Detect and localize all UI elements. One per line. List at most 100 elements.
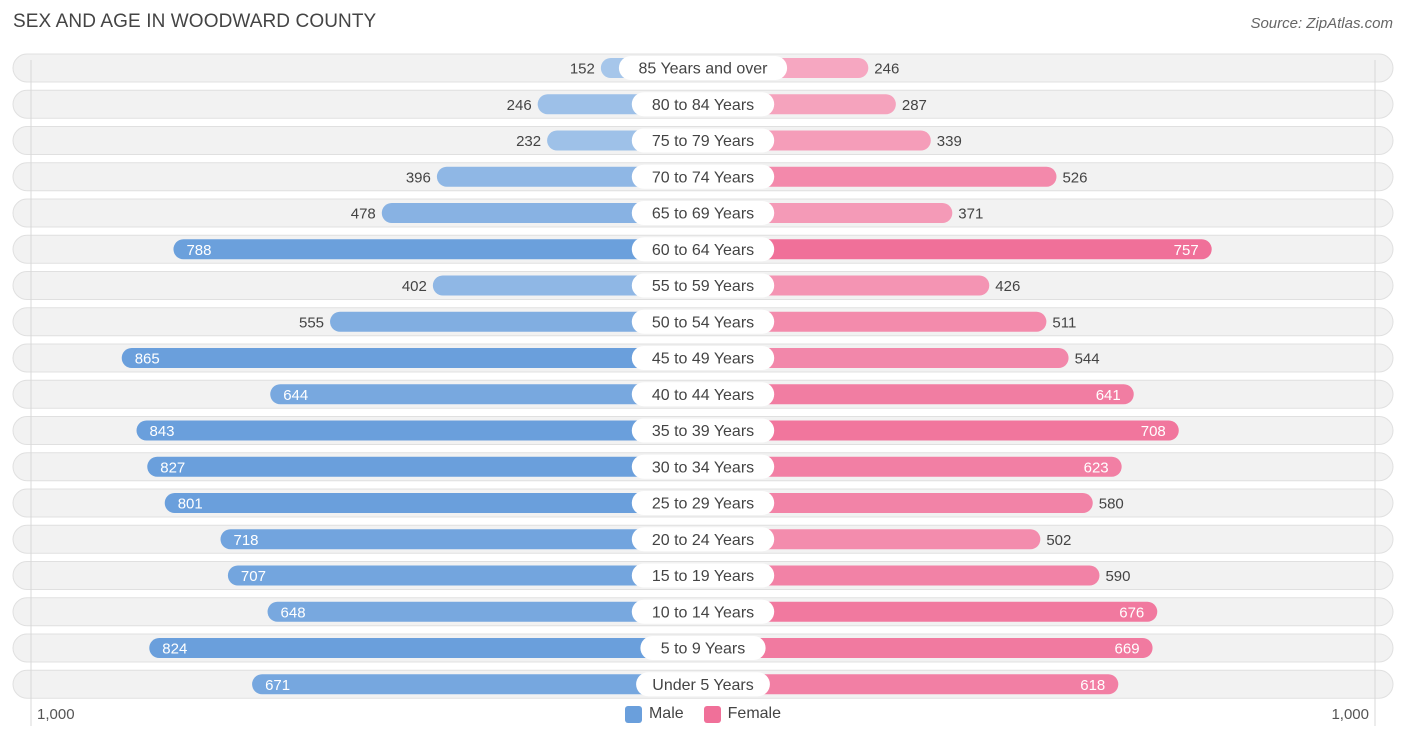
value-label-male: 843	[150, 423, 175, 440]
bar-female	[703, 275, 990, 296]
value-label-female: 246	[874, 61, 899, 78]
value-label-female: 590	[1105, 568, 1130, 585]
category-label-bg	[631, 527, 775, 552]
value-label-female: 371	[958, 206, 983, 223]
category-label-bg	[631, 599, 775, 624]
bar-male	[270, 384, 703, 405]
legend-item-male[interactable]: Male	[624, 705, 684, 723]
legend: Male Female	[0, 705, 1406, 723]
category-label-bg	[631, 454, 775, 479]
chart-source: Source: ZipAtlas.com	[1250, 15, 1393, 32]
bar-female	[703, 601, 1158, 622]
bar-female	[703, 384, 1134, 405]
value-label-male: 232	[516, 133, 541, 150]
bar-female	[703, 529, 1041, 550]
value-label-female: 526	[1062, 169, 1087, 186]
bar-female	[703, 638, 1153, 658]
legend-item-female[interactable]: Female	[703, 705, 782, 723]
category-label: 75 to 79 Years	[652, 133, 754, 150]
category-label-bg	[631, 563, 775, 588]
category-label-bg	[631, 309, 775, 334]
value-label-female: 287	[902, 97, 927, 114]
category-label: 35 to 39 Years	[652, 423, 754, 440]
bar-male	[173, 239, 704, 260]
category-label-bg	[631, 346, 775, 370]
legend-swatch-female	[703, 705, 721, 723]
category-label: 50 to 54 Years	[652, 314, 754, 331]
category-label: 15 to 19 Years	[652, 568, 754, 585]
category-label-bg	[631, 237, 775, 262]
category-label: 5 to 9 Years	[661, 641, 746, 658]
value-label-male: 707	[241, 568, 266, 585]
bar-female	[703, 348, 1069, 368]
category-label: 40 to 44 Years	[652, 387, 754, 404]
value-label-female: 757	[1174, 242, 1199, 259]
value-label-male: 396	[406, 169, 431, 186]
legend-swatch-male	[624, 705, 642, 723]
value-label-female: 339	[937, 133, 962, 150]
category-label-bg	[631, 128, 775, 153]
bar-male	[381, 203, 703, 223]
category-label: 25 to 29 Years	[652, 496, 754, 513]
category-label-bg	[636, 672, 770, 697]
category-label-bg	[640, 636, 766, 660]
legend-label-female: Female	[727, 705, 782, 722]
category-label: 85 Years and over	[639, 61, 769, 78]
category-label: 65 to 69 Years	[652, 206, 754, 223]
chart-title: SEX AND AGE IN WOODWARD COUNTY	[13, 11, 377, 32]
value-label-female: 669	[1115, 641, 1140, 658]
value-label-female: 580	[1099, 496, 1124, 513]
bar-female	[703, 456, 1122, 477]
axis-label-left: 1,000	[37, 706, 75, 723]
category-label: 20 to 24 Years	[652, 532, 754, 549]
value-label-male: 644	[283, 387, 308, 404]
category-label: 70 to 74 Years	[652, 169, 754, 186]
category-label: Under 5 Years	[652, 677, 753, 694]
bar-male	[227, 565, 703, 586]
bar-male	[330, 311, 703, 332]
bar-male	[252, 674, 703, 695]
value-label-male: 788	[186, 242, 211, 259]
value-label-male: 246	[507, 97, 532, 114]
value-label-male: 478	[351, 206, 376, 223]
value-label-male: 865	[135, 351, 160, 368]
category-label: 80 to 84 Years	[652, 97, 754, 114]
value-label-male: 555	[299, 314, 324, 331]
bar-female	[703, 311, 1047, 332]
value-label-male: 824	[162, 641, 187, 658]
bar-female	[703, 239, 1212, 260]
bar-male	[267, 601, 703, 622]
bar-male	[147, 456, 704, 477]
bar-female	[703, 420, 1179, 441]
value-label-female: 676	[1119, 604, 1144, 621]
value-label-female: 426	[995, 278, 1020, 295]
bar-female	[703, 166, 1057, 187]
value-label-male: 718	[234, 532, 259, 549]
bar-male	[149, 638, 704, 658]
category-label: 60 to 64 Years	[652, 242, 754, 259]
category-label-bg	[631, 382, 775, 407]
value-label-male: 827	[160, 459, 185, 476]
value-label-male: 648	[281, 604, 306, 621]
category-label: 45 to 49 Years	[652, 351, 754, 368]
value-label-female: 708	[1141, 423, 1166, 440]
value-label-female: 623	[1084, 459, 1109, 476]
category-label-bg	[631, 201, 775, 225]
bar-male	[164, 493, 703, 513]
category-label-bg	[631, 491, 775, 515]
category-label: 55 to 59 Years	[652, 278, 754, 295]
value-label-female: 618	[1080, 677, 1105, 694]
category-label-bg	[631, 418, 775, 443]
category-label-bg	[618, 56, 788, 80]
category-label-bg	[631, 92, 775, 117]
bar-male	[121, 348, 704, 368]
value-label-female: 641	[1096, 387, 1121, 404]
bar-male	[136, 420, 703, 441]
legend-label-male: Male	[648, 705, 684, 722]
bar-male	[220, 529, 703, 550]
value-label-female: 544	[1075, 351, 1100, 368]
bar-female	[703, 565, 1100, 586]
value-label-male: 801	[178, 496, 203, 513]
value-label-male: 152	[570, 61, 595, 78]
